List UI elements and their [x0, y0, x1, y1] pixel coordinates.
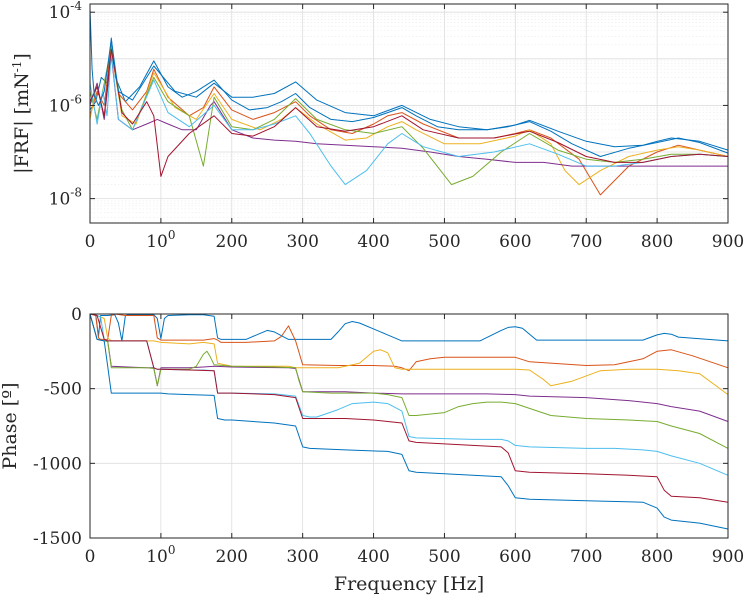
phase-series-3 [89, 313, 729, 396]
phase-x-tick-label: 600 [499, 547, 531, 567]
phase-series-group [89, 313, 729, 530]
mag-x-tick-label: 200 [216, 232, 248, 252]
mag-series-4 [89, 54, 728, 167]
phase-series-8 [89, 313, 729, 530]
phase-y-tick-label: -500 [44, 380, 82, 400]
phase-series-7 [89, 313, 729, 503]
phase-series-2 [89, 313, 729, 372]
phase-x-tick-label: 700 [570, 547, 602, 567]
phase-series-1 [90, 313, 729, 342]
mag-ticks: 0 100 200 300 400 500 600 700 800 900 10-8 10-6 10-4 [49, 0, 745, 252]
phase-x-axis-label: Frequency [Hz] [334, 573, 484, 595]
phase-y-tick-label: -1000 [33, 454, 82, 474]
phase-ticks: 0 100 200 300 400 500 600 700 800 900 0 -500 -1000 -1… [33, 305, 744, 567]
mag-y-tick-label: 10-8 [49, 186, 82, 210]
phase-series-5 [89, 313, 729, 449]
phase-y-tick-label: 0 [71, 305, 82, 325]
phase-x-tick-label: 800 [641, 547, 673, 567]
phase-x-tick-label: 0 [85, 547, 96, 567]
mag-y-tick-label: 10-6 [49, 92, 82, 116]
mag-series-6 [89, 51, 729, 186]
phase-x-tick-label: 400 [357, 547, 389, 567]
mag-y-axis-label: |FRF| [mN-1] [10, 53, 33, 174]
mag-x-tick-label: 300 [286, 232, 318, 252]
mag-x-tick-label: 600 [499, 232, 531, 252]
mag-x-tick-label: 700 [570, 232, 602, 252]
mag-axes-frame [89, 3, 729, 224]
mag-x-tick-label: 0 [85, 232, 96, 252]
mag-series-group [89, 8, 729, 196]
phase-x-tick-label: 300 [286, 547, 318, 567]
phase-plot: 0 100 200 300 400 500 600 700 800 900 0 -500 -1000 -1… [0, 305, 744, 595]
phase-x-tick-label: 200 [216, 547, 248, 567]
magnitude-plot: 0 100 200 300 400 500 600 700 800 900 10-8 10-6 10-4… [10, 0, 744, 252]
mag-x-tick-label: 900 [712, 232, 744, 252]
mag-x-tick-label: 500 [428, 232, 460, 252]
mag-y-tick-label: 10-4 [49, 0, 83, 23]
mag-x-tick-label: 800 [641, 232, 673, 252]
phase-y-axis-label: Phase [º] [0, 382, 21, 469]
mag-series-1 [89, 37, 729, 157]
mag-series-2 [89, 44, 729, 196]
phase-y-tick-label: -1500 [33, 529, 82, 549]
mag-series-8 [89, 8, 729, 151]
phase-axes-frame [89, 313, 729, 539]
phase-x-tick-label: 900 [712, 547, 744, 567]
phase-grid [89, 313, 729, 539]
phase-x-tick-label: 500 [428, 547, 460, 567]
mag-x-tick-label: 100 [146, 228, 175, 252]
mag-x-tick-label: 400 [357, 232, 389, 252]
phase-series-4 [89, 313, 729, 422]
phase-x-tick-label: 100 [146, 543, 175, 567]
mag-series-7 [89, 48, 729, 177]
